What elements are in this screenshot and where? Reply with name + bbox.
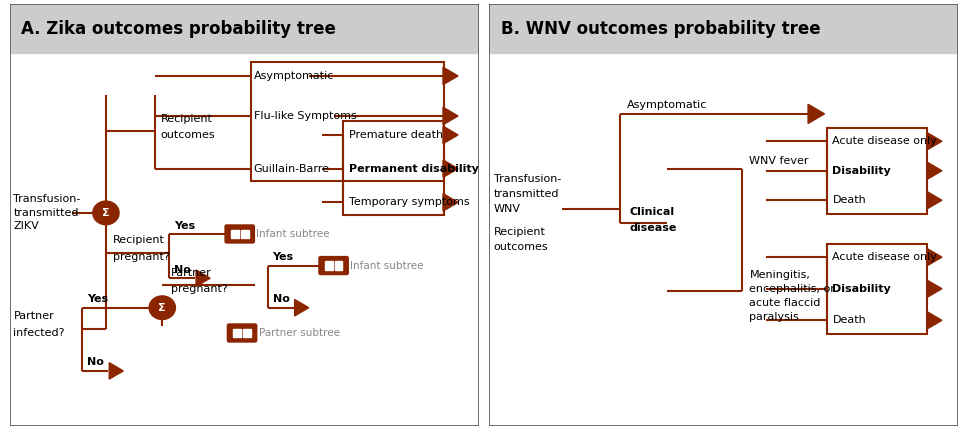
Polygon shape: [927, 280, 942, 297]
Polygon shape: [443, 126, 458, 144]
Bar: [252, 62, 444, 181]
Text: Transfusion-: Transfusion-: [14, 194, 80, 204]
Polygon shape: [927, 249, 942, 265]
Text: Yes: Yes: [87, 294, 108, 304]
Text: Transfusion-: Transfusion-: [494, 174, 560, 184]
Text: Partner: Partner: [14, 311, 54, 321]
Text: No: No: [174, 265, 191, 275]
Text: Σ: Σ: [159, 303, 166, 313]
Text: Yes: Yes: [174, 221, 196, 230]
Circle shape: [93, 201, 119, 225]
Bar: [827, 244, 927, 334]
Text: Recipient: Recipient: [113, 235, 165, 245]
Text: transmitted: transmitted: [14, 208, 79, 218]
Text: outcomes: outcomes: [494, 242, 548, 252]
Text: pregnant?: pregnant?: [170, 284, 227, 294]
Polygon shape: [927, 192, 942, 209]
Polygon shape: [197, 270, 210, 286]
Polygon shape: [808, 104, 825, 123]
Text: disease: disease: [629, 223, 677, 233]
Bar: [231, 230, 239, 238]
FancyBboxPatch shape: [227, 324, 257, 341]
Text: Temporary symptoms: Temporary symptoms: [348, 197, 469, 207]
Bar: [233, 329, 241, 338]
Text: Permanent disability: Permanent disability: [348, 164, 478, 174]
Polygon shape: [443, 194, 458, 211]
Text: Meningitis,: Meningitis,: [749, 270, 810, 280]
Text: Yes: Yes: [273, 252, 293, 262]
Polygon shape: [109, 362, 123, 379]
Text: No: No: [273, 294, 289, 304]
Text: pregnant?: pregnant?: [113, 252, 169, 262]
Text: Recipient: Recipient: [161, 114, 213, 124]
Bar: [343, 121, 444, 215]
Bar: [489, 4, 958, 53]
Bar: [335, 261, 343, 270]
Text: Partner: Partner: [170, 268, 211, 278]
Text: WNV fever: WNV fever: [749, 156, 809, 166]
Text: Σ: Σ: [102, 208, 109, 218]
Text: outcomes: outcomes: [161, 130, 216, 140]
Text: Flu-like Symptoms: Flu-like Symptoms: [254, 111, 356, 121]
Text: Asymptomatic: Asymptomatic: [627, 100, 708, 110]
Polygon shape: [443, 160, 458, 178]
Text: Infant subtree: Infant subtree: [257, 229, 330, 239]
Text: Death: Death: [832, 195, 866, 205]
Polygon shape: [927, 312, 942, 329]
Text: Disability: Disability: [832, 284, 892, 294]
Text: encephalitis, or: encephalitis, or: [749, 284, 835, 294]
Bar: [827, 128, 927, 214]
Text: Recipient: Recipient: [494, 227, 545, 237]
Bar: [243, 329, 251, 338]
Text: acute flaccid: acute flaccid: [749, 298, 821, 307]
Text: Partner subtree: Partner subtree: [258, 328, 340, 338]
Bar: [241, 230, 249, 238]
Text: ZIKV: ZIKV: [14, 221, 39, 231]
Text: paralysis: paralysis: [749, 312, 800, 322]
Polygon shape: [294, 299, 309, 316]
Text: infected?: infected?: [14, 328, 65, 338]
Polygon shape: [443, 107, 458, 125]
Text: WNV: WNV: [494, 204, 521, 214]
Text: Death: Death: [832, 315, 866, 326]
Text: No: No: [87, 357, 104, 368]
Polygon shape: [927, 163, 942, 179]
Polygon shape: [927, 133, 942, 150]
Text: Infant subtree: Infant subtree: [350, 261, 424, 270]
Text: Acute disease only: Acute disease only: [832, 252, 937, 262]
Text: Clinical: Clinical: [629, 207, 675, 217]
Text: B. WNV outcomes probability tree: B. WNV outcomes probability tree: [500, 20, 820, 38]
Text: Guillain-Barre: Guillain-Barre: [254, 164, 330, 174]
FancyBboxPatch shape: [319, 257, 348, 274]
Text: Disability: Disability: [832, 166, 892, 176]
Polygon shape: [443, 67, 458, 85]
Text: A. Zika outcomes probability tree: A. Zika outcomes probability tree: [21, 20, 336, 38]
Circle shape: [149, 296, 175, 319]
Text: Acute disease only: Acute disease only: [832, 136, 937, 146]
Text: Premature death: Premature death: [348, 130, 442, 140]
Bar: [10, 4, 479, 53]
Text: Asymptomatic: Asymptomatic: [254, 71, 334, 81]
Text: transmitted: transmitted: [494, 189, 560, 199]
FancyBboxPatch shape: [226, 225, 254, 243]
Bar: [325, 261, 333, 270]
